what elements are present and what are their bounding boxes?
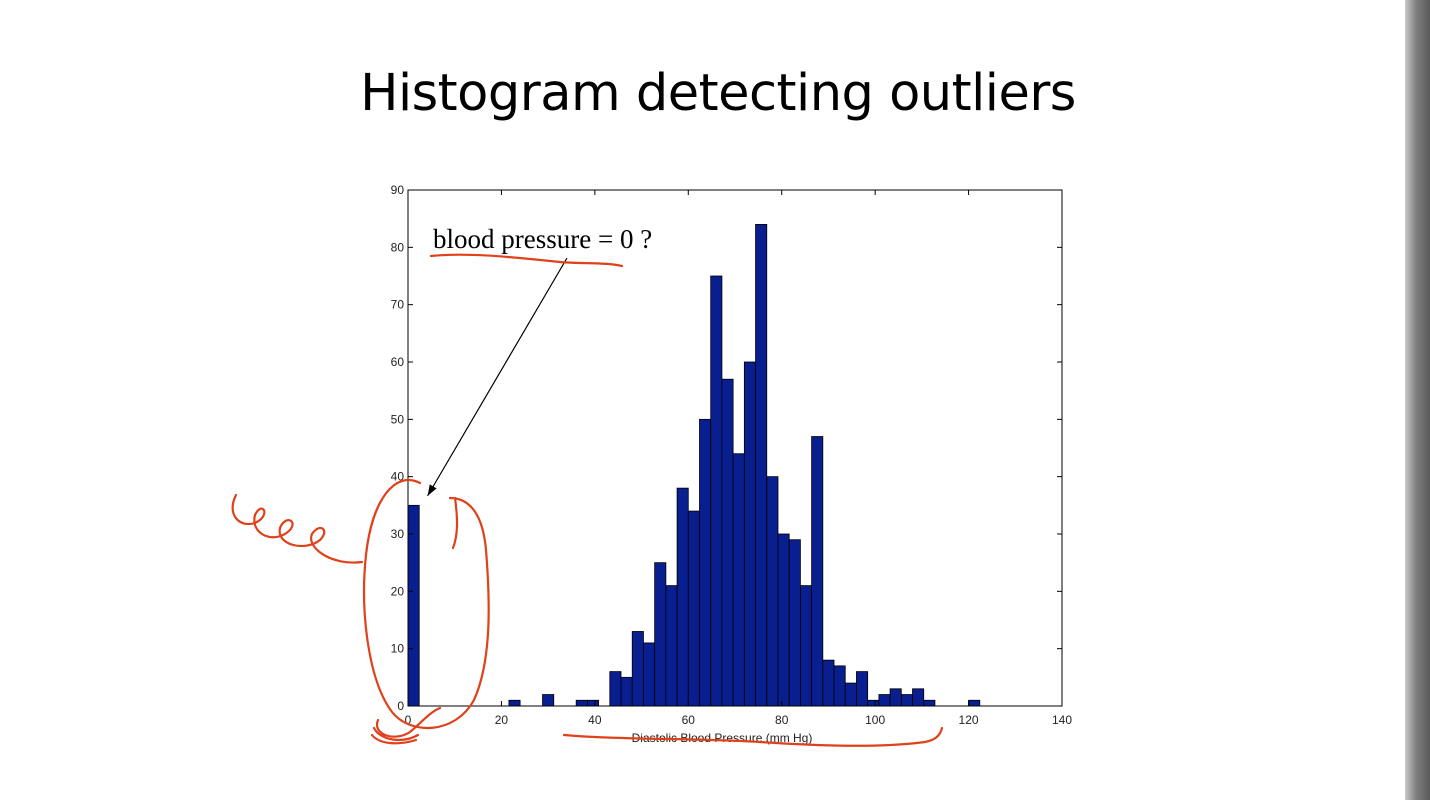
histogram-bar [900, 694, 913, 707]
histogram-bar [620, 676, 633, 707]
histogram-bar [867, 699, 880, 707]
histogram-bar [811, 436, 824, 707]
histogram-bar [575, 699, 588, 707]
ink-underline-xlabel [562, 726, 944, 747]
y-tick-label: 60 [391, 355, 405, 369]
annotation-arrowhead [427, 484, 437, 496]
histogram-bar [923, 699, 936, 707]
histogram-bar [643, 642, 656, 707]
histogram-bar [912, 688, 925, 707]
ink-loops-left [231, 493, 364, 564]
bars-layer [407, 223, 981, 707]
histogram-bar [665, 585, 678, 707]
histogram-bar [631, 631, 644, 707]
x-tick-label: 80 [775, 713, 789, 727]
y-tick-label: 30 [391, 527, 405, 541]
hand-drawn-annotations [231, 253, 944, 747]
x-tick-label: 60 [682, 713, 696, 727]
histogram-bar [743, 361, 756, 707]
y-tick-label: 50 [391, 412, 405, 426]
histogram-bar [833, 665, 846, 707]
histogram-bar [822, 659, 835, 707]
histogram-bar [766, 476, 779, 707]
histogram-bar [889, 688, 902, 707]
histogram-bar [542, 694, 555, 707]
y-tick-label: 70 [391, 298, 405, 312]
x-tick-label: 100 [865, 713, 885, 727]
annotation-text: blood pressure = 0 ? [433, 224, 652, 254]
histogram-bar [654, 562, 667, 707]
histogram-bar [968, 699, 981, 707]
histogram-bar [777, 533, 790, 707]
histogram-bar [609, 671, 622, 707]
y-tick-label: 90 [391, 183, 405, 197]
y-tick-label: 10 [391, 642, 405, 656]
slide-title: Histogram detecting outliers [360, 64, 1076, 123]
y-tick-label: 0 [397, 699, 404, 713]
histogram-bar [788, 539, 801, 707]
x-tick-label: 120 [959, 713, 979, 727]
ink-underline-annotation [429, 253, 624, 268]
ink-scribble-origin [370, 706, 442, 745]
y-tick-label: 40 [391, 470, 405, 484]
histogram-bar [844, 682, 857, 707]
ticks-layer: 0 20 40 60 80 100 120 140 0 10 20 30 40 50 60 70 80 90 [391, 183, 1073, 727]
histogram-bar [508, 699, 521, 707]
ink-circle-outlier [363, 478, 490, 730]
slide-edge-shadow [1405, 0, 1430, 800]
histogram-bar [878, 694, 891, 707]
histogram-bar [721, 378, 734, 707]
histogram-bar [687, 510, 700, 707]
x-tick-label: 140 [1052, 713, 1072, 727]
histogram-bar [710, 275, 723, 707]
plot-frame [407, 189, 1063, 707]
histogram-bar [800, 585, 813, 707]
y-tick-label: 80 [391, 240, 405, 254]
histogram-bar [732, 453, 745, 707]
histogram-bar [676, 487, 689, 707]
histogram-bar [407, 504, 420, 707]
y-tick-label: 20 [391, 584, 405, 598]
histogram-bar [586, 699, 599, 707]
annotation-arrow [427, 257, 568, 497]
axes-layer [407, 189, 1063, 707]
histogram-bar [856, 671, 869, 707]
histogram-bar [755, 223, 768, 707]
x-tick-label: 40 [588, 713, 602, 727]
x-tick-label: 20 [495, 713, 509, 727]
histogram-bar [699, 418, 712, 707]
x-tick-label: 0 [405, 713, 412, 727]
